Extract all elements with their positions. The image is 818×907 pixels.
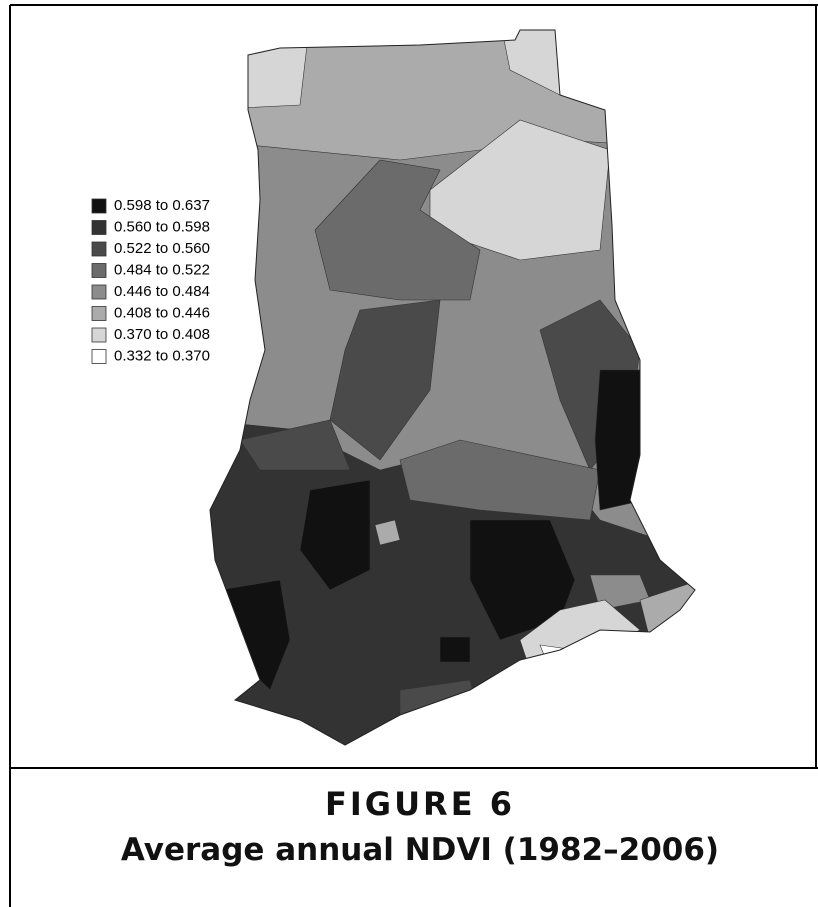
legend-label: 0.408 to 0.446	[114, 304, 210, 321]
legend-swatch	[91, 306, 107, 321]
region	[594, 369, 646, 511]
region	[374, 519, 401, 546]
legend-swatch	[91, 327, 107, 343]
legend-swatch	[91, 349, 107, 364]
region	[539, 644, 576, 671]
region	[314, 159, 481, 301]
legend-swatch	[91, 263, 107, 278]
region	[210, 30, 311, 111]
legend: 0.598 to 0.637 0.560 to 0.598 0.522 to 0.5…	[91, 197, 210, 364]
legend-label: 0.560 to 0.598	[114, 218, 210, 235]
region	[239, 419, 351, 471]
legend-swatch	[91, 241, 107, 257]
region	[399, 439, 601, 521]
legend-swatch	[91, 198, 107, 214]
map	[210, 30, 695, 745]
legend-label: 0.484 to 0.522	[114, 261, 210, 278]
legend-label: 0.522 to 0.560	[114, 240, 210, 257]
legend-label: 0.446 to 0.484	[114, 283, 210, 300]
legend-swatch	[91, 220, 107, 235]
legend-label: 0.370 to 0.408	[114, 326, 210, 343]
region	[329, 299, 441, 461]
figure-number: FIGURE 6	[325, 785, 515, 823]
legend-label: 0.598 to 0.637	[114, 197, 210, 214]
region	[439, 636, 471, 663]
figure-caption: Average annual NDVI (1982–2006)	[121, 832, 719, 868]
legend-swatch	[91, 284, 107, 300]
country-outline	[209, 29, 696, 746]
legend-label: 0.332 to 0.370	[114, 347, 210, 364]
region	[299, 479, 371, 591]
